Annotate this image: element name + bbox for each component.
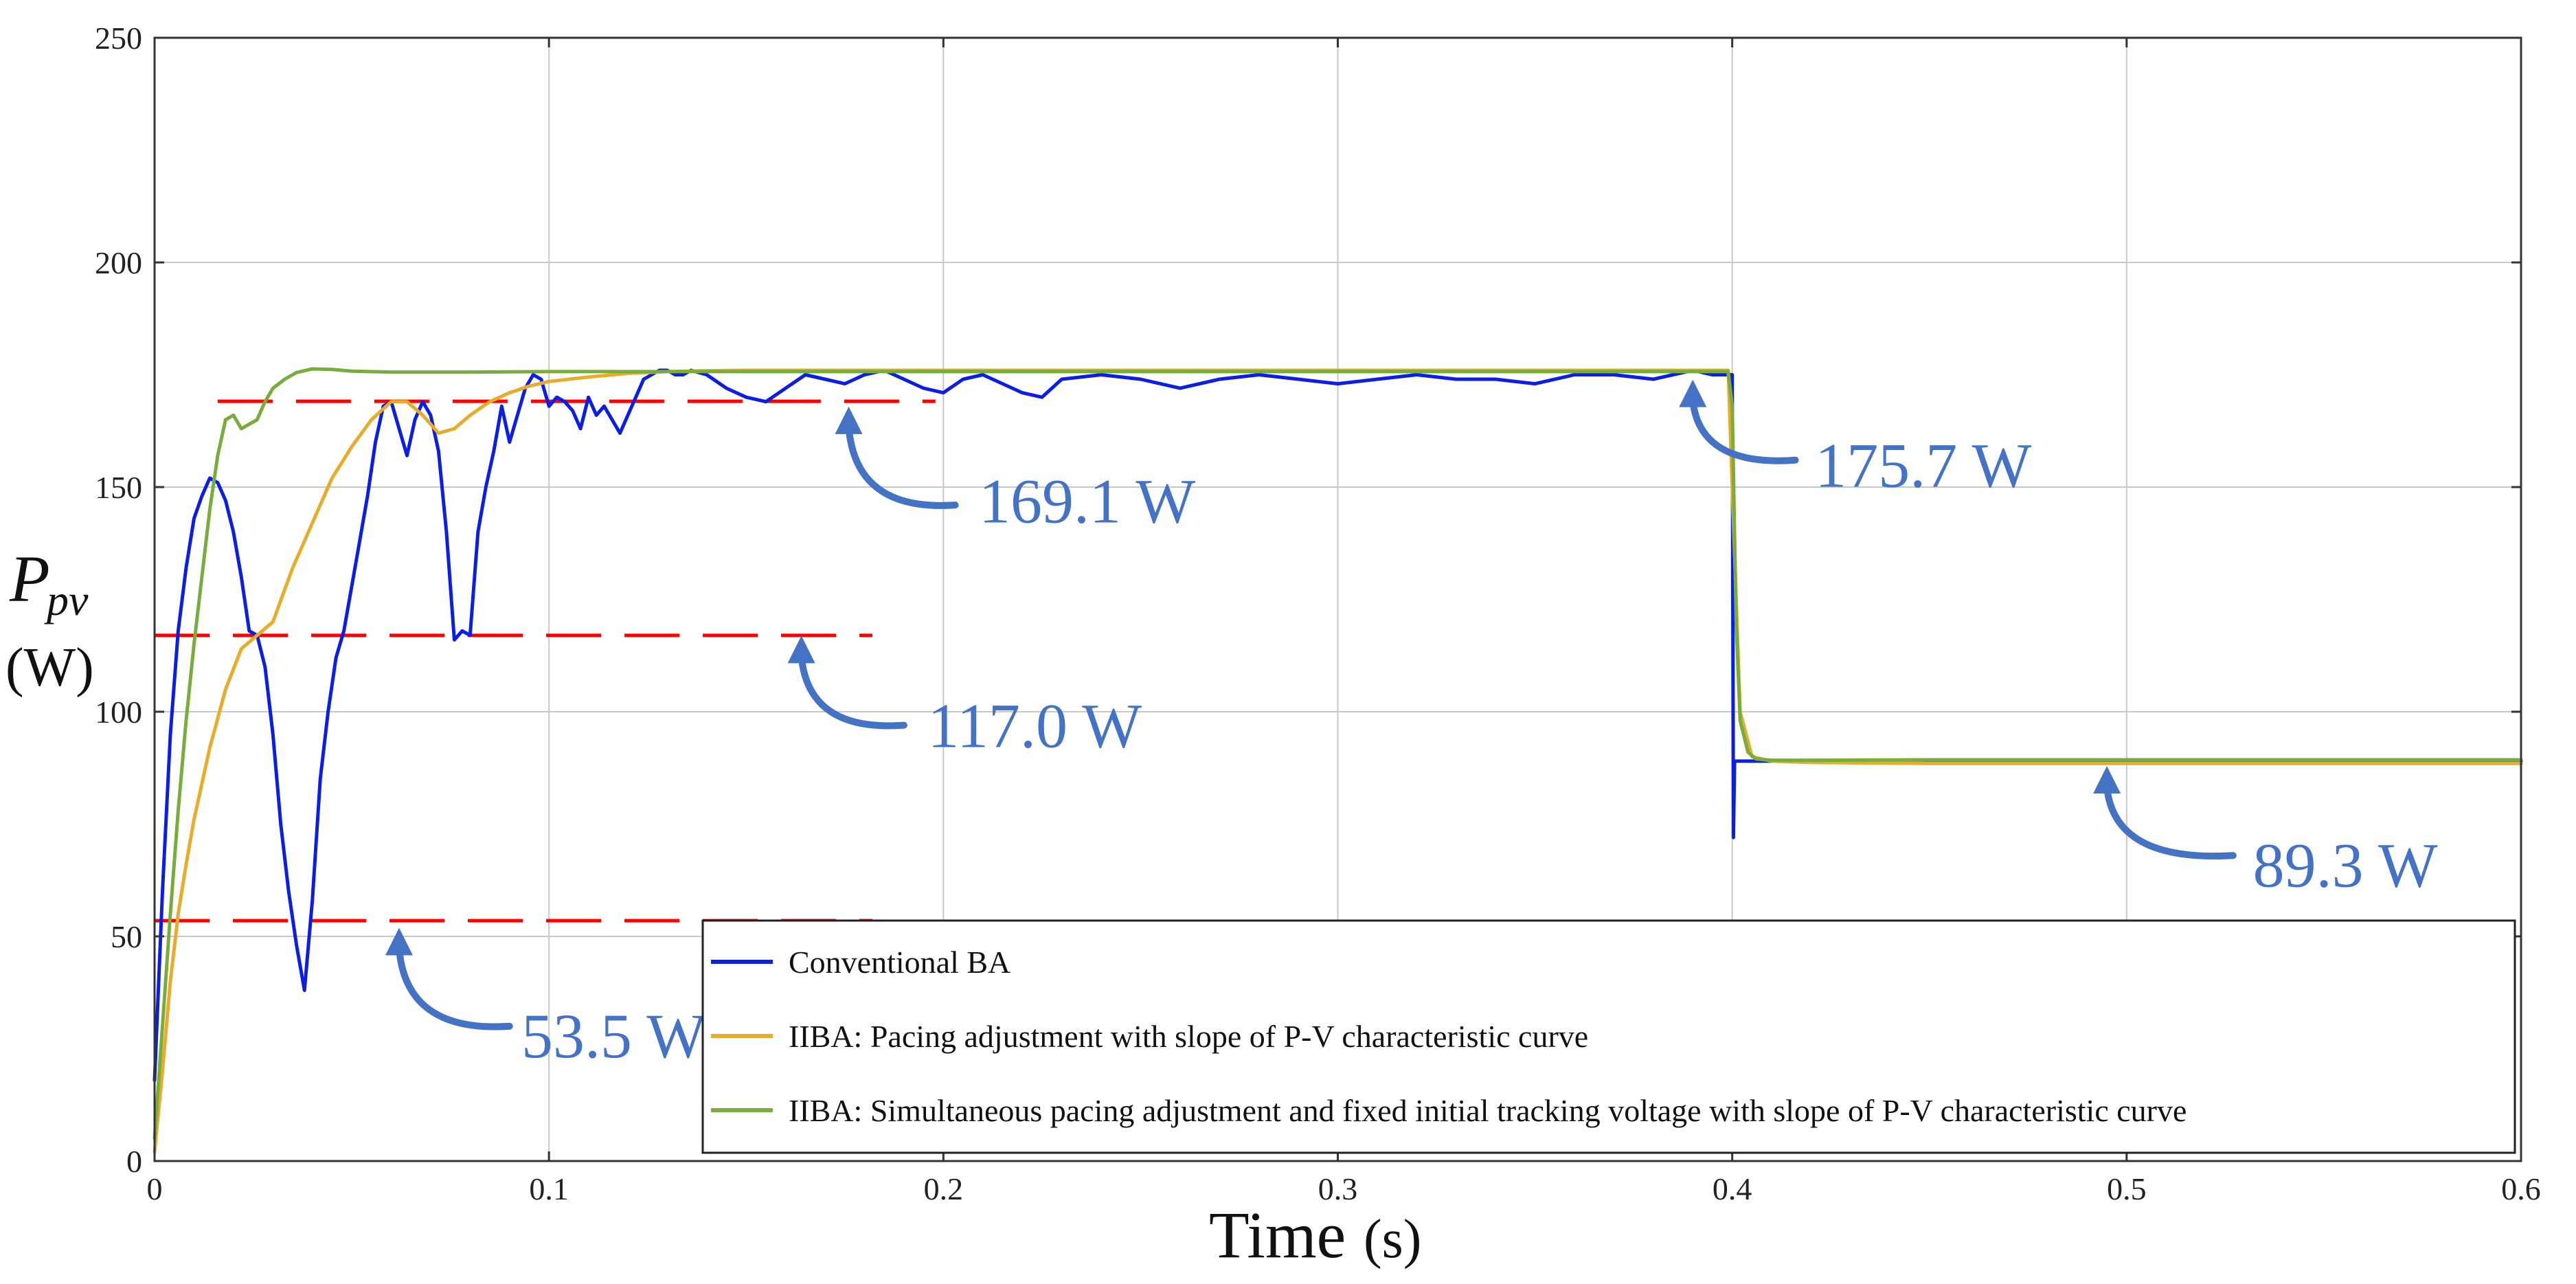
legend-label-iiba-pacing: IIBA: Pacing adjustment with slope of P-…	[789, 1019, 1588, 1054]
x-axis-title: Time	[1209, 1198, 1346, 1272]
x-axis-unit: (s)	[1364, 1209, 1421, 1270]
y-axis-subscript: pv	[44, 576, 89, 624]
annotation-arrows	[385, 379, 2237, 1030]
annotations: 169.1 W 117.0 W 53.5 W 175.7 W 89.3 W	[521, 430, 2438, 1071]
annotation-arrow	[1689, 396, 1799, 464]
annotation-arrow	[798, 653, 907, 730]
ticks: 0 0.1 0.2 0.3 0.4 0.5 0.6 0 50 100 150 200 250	[95, 21, 2541, 1206]
annotation-arrow	[2103, 783, 2237, 860]
annotation-label: 89.3 W	[2253, 830, 2438, 900]
annotation-arrow	[395, 945, 513, 1030]
y-axis-unit: (W)	[5, 638, 94, 698]
x-tick-label: 0.4	[1713, 1171, 1752, 1206]
x-tick-label: 0	[147, 1171, 163, 1206]
x-axis-label: Time (s)	[1209, 1198, 1421, 1272]
annotation-arrowhead	[385, 927, 413, 956]
y-tick-label: 50	[111, 919, 142, 954]
x-tick-label: 0.3	[1318, 1171, 1358, 1206]
annotation-label: 117.0 W	[927, 691, 1142, 761]
y-tick-label: 150	[95, 470, 142, 505]
annotation-arrowhead	[835, 406, 863, 434]
y-tick-label: 0	[126, 1144, 142, 1179]
x-tick-label: 0.1	[529, 1171, 569, 1206]
annotation-label: 169.1 W	[979, 466, 1195, 537]
y-axis-label: P pv (W)	[5, 542, 94, 698]
x-tick-label: 0.6	[2501, 1171, 2541, 1206]
annotation-label: 53.5 W	[521, 1001, 706, 1071]
y-axis-symbol: P	[9, 542, 50, 616]
y-tick-label: 100	[95, 695, 142, 730]
legend-label-iiba-simultaneous: IIBA: Simultaneous pacing adjustment and…	[789, 1093, 2187, 1128]
series-line-2	[152, 367, 2523, 1140]
legend-label-conventional-ba: Conventional BA	[789, 945, 1010, 980]
series-line-0	[152, 368, 2523, 1082]
annotation-arrowhead	[1679, 379, 1707, 407]
legend: Conventional BA IIBA: Pacing adjustment …	[701, 919, 2516, 1154]
annotation-arrow	[845, 423, 959, 509]
x-tick-label: 0.2	[924, 1171, 964, 1206]
y-tick-label: 200	[95, 245, 142, 280]
x-tick-label: 0.5	[2107, 1171, 2147, 1206]
series-lines	[152, 367, 2523, 1154]
legend-box	[701, 919, 2516, 1154]
annotation-label: 175.7 W	[1815, 430, 2031, 500]
annotation-arrowhead	[2093, 766, 2121, 794]
annotation-arrowhead	[787, 635, 815, 664]
y-tick-label: 250	[95, 21, 142, 56]
